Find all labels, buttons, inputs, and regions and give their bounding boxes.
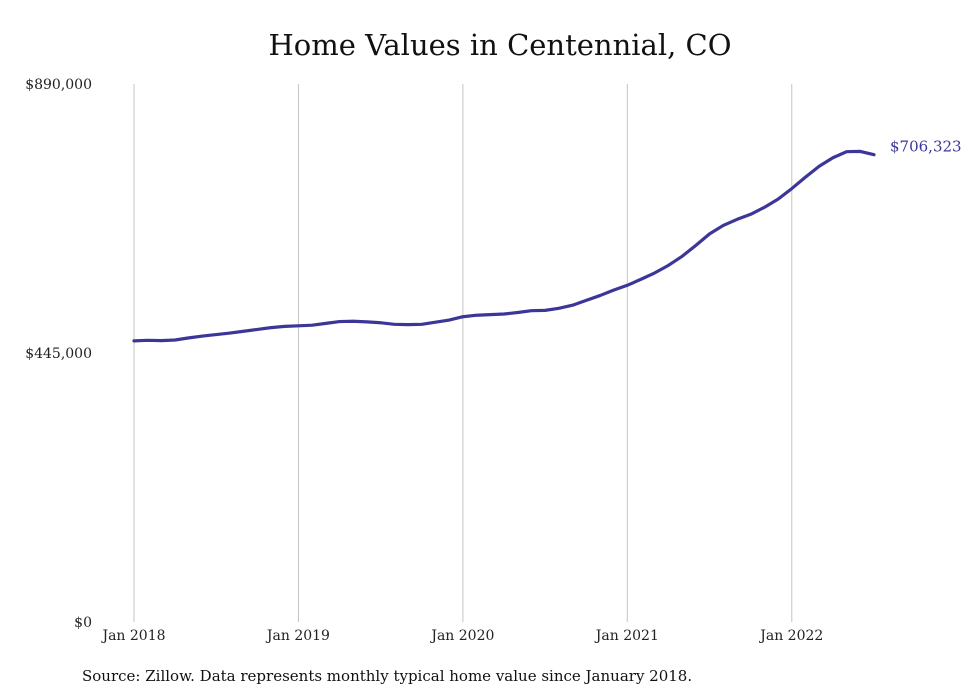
series-layer: $706,323 (132, 138, 962, 343)
x-tick-label: Jan 2022 (758, 628, 823, 644)
y-tick-label: $0 (74, 615, 92, 631)
gridlines (133, 84, 793, 622)
x-tick-label: Jan 2018 (100, 628, 165, 644)
x-axis-ticks: Jan 2018 Jan 2019 Jan 2020 Jan 2021 Jan 2022 (100, 628, 823, 644)
x-tick-label: Jan 2021 (594, 628, 659, 644)
source-note: Source: Zillow. Data represents monthly … (82, 667, 693, 685)
series-line-0 (132, 149, 876, 343)
y-tick-label: $445,000 (25, 346, 92, 362)
y-axis-ticks: $0 $445,000 $890,000 (25, 77, 92, 631)
y-tick-label: $890,000 (25, 77, 92, 93)
x-tick-label: Jan 2020 (429, 628, 494, 644)
x-tick-label: Jan 2019 (265, 628, 330, 644)
chart-title: Home Values in Centennial, CO (268, 28, 732, 62)
end-value-label: $706,323 (890, 138, 962, 156)
